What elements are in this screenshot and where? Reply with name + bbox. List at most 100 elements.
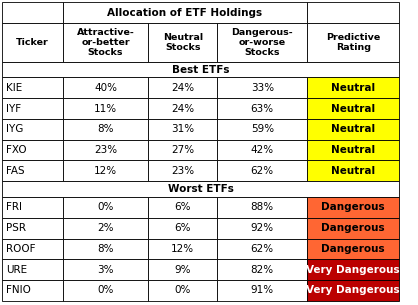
- Bar: [217, 23, 307, 62]
- Text: 33%: 33%: [251, 83, 274, 93]
- Bar: [307, 98, 399, 119]
- Text: Dangerous: Dangerous: [321, 223, 385, 233]
- Text: Neutral: Neutral: [331, 166, 375, 176]
- Text: FNIO: FNIO: [6, 285, 31, 295]
- Text: ROOF: ROOF: [6, 244, 36, 254]
- Text: Dangerous: Dangerous: [321, 203, 385, 212]
- Bar: [307, 140, 399, 160]
- Text: 24%: 24%: [171, 83, 194, 93]
- Bar: [63, 160, 148, 181]
- Text: 12%: 12%: [171, 244, 194, 254]
- Bar: [2, 218, 63, 239]
- Bar: [307, 160, 399, 181]
- Bar: [217, 119, 307, 140]
- Bar: [217, 98, 307, 119]
- Bar: [2, 239, 63, 259]
- Bar: [307, 77, 399, 98]
- Bar: [307, 119, 399, 140]
- Bar: [148, 23, 217, 62]
- Bar: [63, 119, 148, 140]
- Text: 82%: 82%: [251, 265, 274, 274]
- Text: 8%: 8%: [97, 124, 114, 134]
- Bar: [2, 23, 63, 62]
- Bar: [148, 259, 217, 280]
- Bar: [217, 77, 307, 98]
- Text: 92%: 92%: [251, 223, 274, 233]
- Text: 0%: 0%: [97, 285, 114, 295]
- Text: 62%: 62%: [251, 166, 274, 176]
- Bar: [63, 197, 148, 218]
- Bar: [307, 239, 399, 259]
- Bar: [217, 197, 307, 218]
- Bar: [148, 140, 217, 160]
- Bar: [2, 77, 63, 98]
- Bar: [63, 77, 148, 98]
- Bar: [63, 280, 148, 301]
- Text: KIE: KIE: [6, 83, 23, 93]
- Bar: [217, 140, 307, 160]
- Text: FAS: FAS: [6, 166, 25, 176]
- Bar: [63, 98, 148, 119]
- Bar: [148, 239, 217, 259]
- Text: IYG: IYG: [6, 124, 24, 134]
- Text: 42%: 42%: [251, 145, 274, 155]
- Bar: [2, 197, 63, 218]
- Text: 23%: 23%: [171, 166, 194, 176]
- Text: 6%: 6%: [175, 203, 191, 212]
- Text: IYF: IYF: [6, 104, 21, 113]
- Text: Very Dangerous: Very Dangerous: [306, 265, 400, 274]
- Text: Allocation of ETF Holdings: Allocation of ETF Holdings: [107, 8, 263, 17]
- Bar: [2, 280, 63, 301]
- Bar: [148, 197, 217, 218]
- Bar: [217, 259, 307, 280]
- Bar: [2, 2, 63, 23]
- Text: 12%: 12%: [94, 166, 117, 176]
- Bar: [307, 218, 399, 239]
- Text: 23%: 23%: [94, 145, 117, 155]
- Bar: [63, 218, 148, 239]
- Text: 11%: 11%: [94, 104, 117, 113]
- Bar: [2, 140, 63, 160]
- Text: Neutral: Neutral: [331, 145, 375, 155]
- Bar: [148, 98, 217, 119]
- Text: Ticker: Ticker: [16, 38, 49, 47]
- Text: URE: URE: [6, 265, 28, 274]
- Bar: [217, 239, 307, 259]
- Bar: [2, 160, 63, 181]
- Text: 88%: 88%: [251, 203, 274, 212]
- Text: 31%: 31%: [171, 124, 194, 134]
- Text: Neutral: Neutral: [331, 83, 375, 93]
- Bar: [307, 23, 399, 62]
- Bar: [63, 23, 148, 62]
- Bar: [148, 160, 217, 181]
- Text: 91%: 91%: [251, 285, 274, 295]
- Text: 63%: 63%: [251, 104, 274, 113]
- Bar: [148, 77, 217, 98]
- Text: 27%: 27%: [171, 145, 194, 155]
- Bar: [2, 62, 399, 77]
- Bar: [217, 280, 307, 301]
- Text: Attractive-
or-better
Stocks: Attractive- or-better Stocks: [76, 28, 135, 57]
- Text: 2%: 2%: [97, 223, 114, 233]
- Bar: [63, 2, 307, 23]
- Bar: [148, 218, 217, 239]
- Text: Neutral: Neutral: [331, 124, 375, 134]
- Bar: [2, 259, 63, 280]
- Bar: [63, 140, 148, 160]
- Text: 59%: 59%: [251, 124, 274, 134]
- Text: 40%: 40%: [94, 83, 117, 93]
- Text: 24%: 24%: [171, 104, 194, 113]
- Bar: [307, 2, 399, 23]
- Bar: [217, 160, 307, 181]
- Bar: [148, 280, 217, 301]
- Bar: [2, 181, 399, 197]
- Text: 8%: 8%: [97, 244, 114, 254]
- Text: Dangerous: Dangerous: [321, 244, 385, 254]
- Bar: [307, 280, 399, 301]
- Text: 6%: 6%: [175, 223, 191, 233]
- Text: FRI: FRI: [6, 203, 22, 212]
- Text: 0%: 0%: [97, 203, 114, 212]
- Bar: [63, 239, 148, 259]
- Text: Worst ETFs: Worst ETFs: [168, 184, 234, 194]
- Bar: [63, 259, 148, 280]
